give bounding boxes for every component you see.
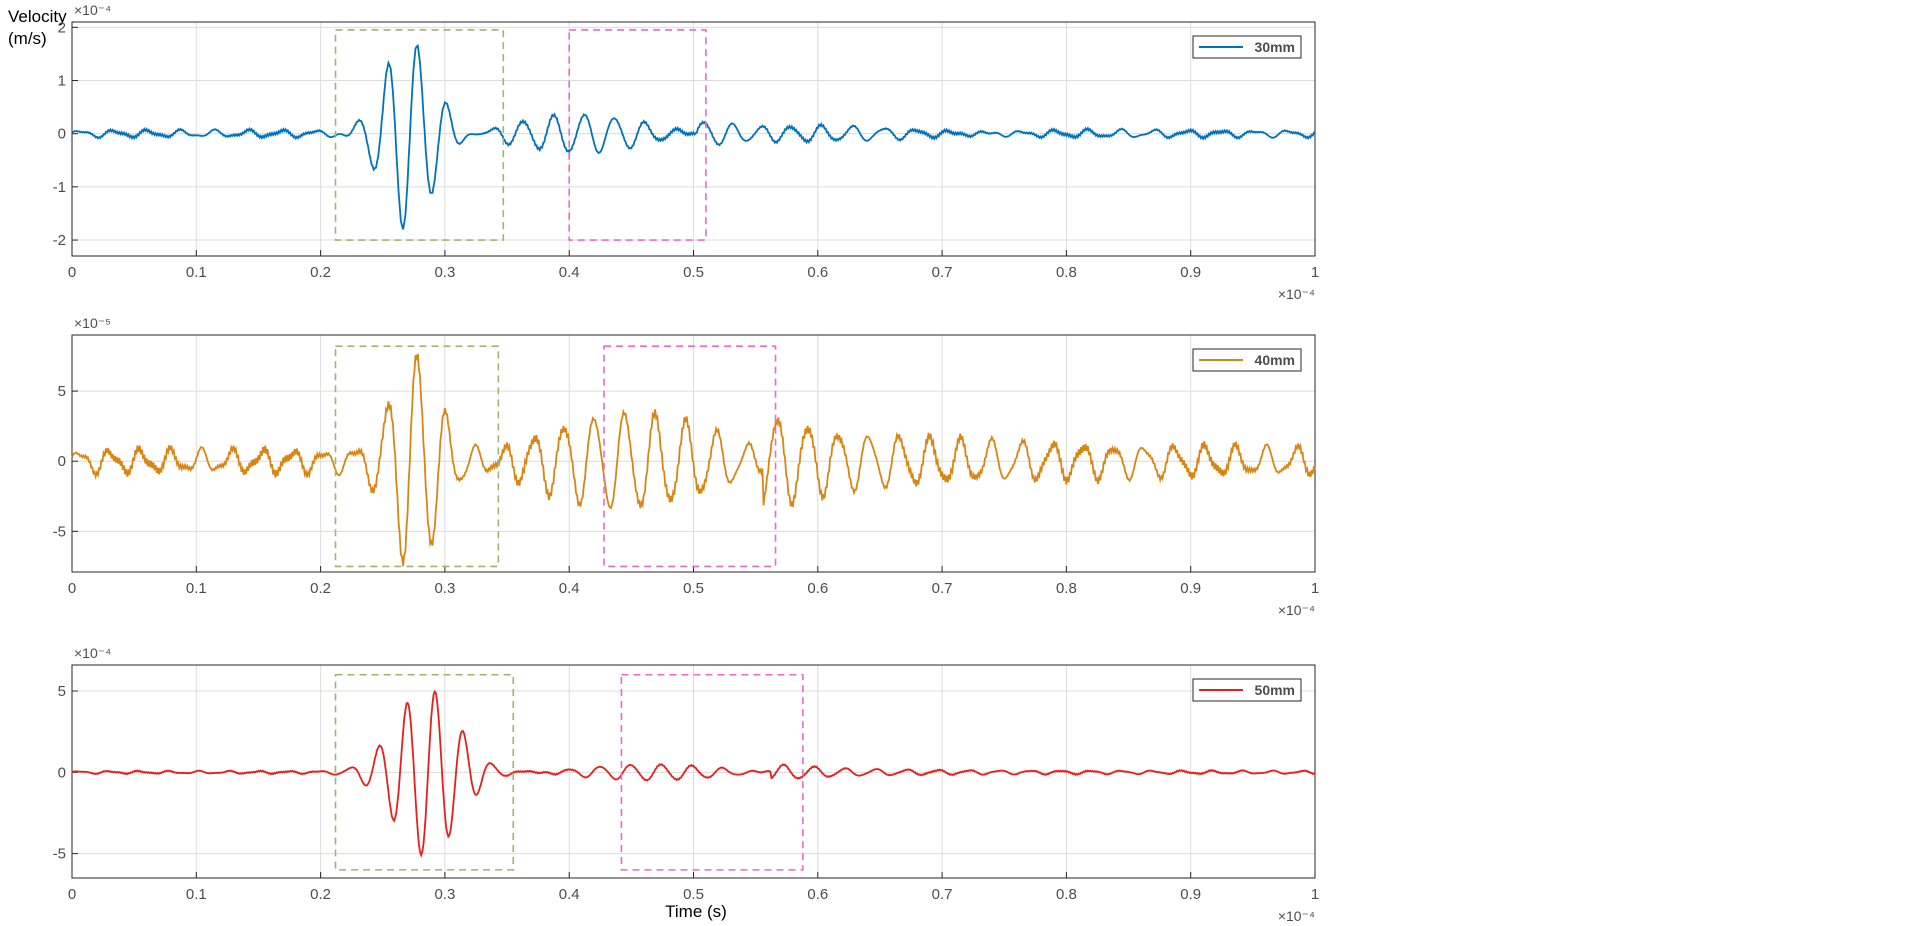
x-tick-label: 1 <box>1311 886 1319 903</box>
x-tick-label: 0.2 <box>310 264 331 281</box>
first-arrival-box <box>334 673 515 871</box>
x-tick-label: 0.1 <box>186 580 207 597</box>
subplot-30mm: 0 0.1 0.2 0.3 0.4 0.5 0.6 0.7 0.8 0.9 1 -2 -1 0 1 2 ×10⁻… <box>53 2 1320 302</box>
y-tick-label: 0 <box>58 453 66 470</box>
x-tick-label: 0.9 <box>1180 886 1201 903</box>
legend-label: 50mm <box>1255 682 1295 698</box>
x-tick-label: 1 <box>1311 580 1319 597</box>
y-exponent-label: ×10⁻⁴ <box>74 2 111 18</box>
legend-box <box>1192 348 1302 372</box>
y-tick-label: 1 <box>58 73 66 90</box>
first-arrival-box <box>334 345 500 568</box>
x-exponent-label: ×10⁻⁴ <box>1278 908 1315 924</box>
y-tick-label: -5 <box>53 523 66 540</box>
y-tick-label: 0 <box>58 764 66 781</box>
y-axis-title-line1: Velocity <box>8 7 67 26</box>
x-tick-label: 0.7 <box>932 580 953 597</box>
legend-label: 30mm <box>1255 39 1295 55</box>
x-tick-label: 0.6 <box>807 886 828 903</box>
x-tick-label: 0.1 <box>186 886 207 903</box>
first-arrival-box <box>334 29 505 241</box>
x-tick-label: 0.8 <box>1056 264 1077 281</box>
subplot-50mm: 0 0.1 0.2 0.3 0.4 0.5 0.6 0.7 0.8 0.9 1 -5 0 5 ×10⁻⁴ ×1… <box>53 645 1320 924</box>
x-tick-label: 0 <box>68 886 76 903</box>
legend: 40mm <box>1192 348 1302 372</box>
y-exponent-label: ×10⁻⁵ <box>74 315 111 331</box>
second-arrival-box <box>603 345 777 568</box>
legend: 30mm <box>1192 35 1302 59</box>
series-line-30mm <box>71 44 1316 230</box>
x-tick-label: 0.3 <box>434 264 455 281</box>
x-tick-label: 1 <box>1311 264 1319 281</box>
x-tick-label: 0.4 <box>559 264 580 281</box>
second-arrival-box <box>620 673 804 871</box>
x-tick-label: 0.3 <box>434 580 455 597</box>
x-tick-label: 0.8 <box>1056 886 1077 903</box>
series-line-50mm <box>71 689 1316 858</box>
x-tick-label: 0.9 <box>1180 580 1201 597</box>
y-tick-label: 2 <box>58 19 66 36</box>
legend-box <box>1192 35 1302 59</box>
x-tick-label: 0.7 <box>932 886 953 903</box>
y-tick-label: 5 <box>58 683 66 700</box>
x-tick-label: 0.8 <box>1056 580 1077 597</box>
x-tick-label: 0.1 <box>186 264 207 281</box>
x-tick-label: 0 <box>68 264 76 281</box>
x-tick-label: 0.4 <box>559 886 580 903</box>
x-tick-label: 0.2 <box>310 886 331 903</box>
y-exponent-label: ×10⁻⁴ <box>74 645 111 661</box>
subplot-40mm: 0 0.1 0.2 0.3 0.4 0.5 0.6 0.7 0.8 0.9 1 -5 0 5 ×10⁻⁵ ×1… <box>53 315 1320 618</box>
y-tick-label: -5 <box>53 846 66 863</box>
x-tick-label: 0.3 <box>434 886 455 903</box>
x-tick-label: 0.5 <box>683 264 704 281</box>
x-tick-label: 0.9 <box>1180 264 1201 281</box>
y-tick-label: -1 <box>53 179 66 196</box>
second-arrival-box <box>568 29 707 241</box>
legend-label: 40mm <box>1255 352 1295 368</box>
y-tick-label: -2 <box>53 232 66 249</box>
x-axis-title: Time (s) <box>665 902 727 921</box>
series-line-40mm <box>71 353 1316 567</box>
x-tick-label: 0.6 <box>807 264 828 281</box>
x-tick-label: 0 <box>68 580 76 597</box>
y-axis-title-line2: (m/s) <box>8 29 47 48</box>
legend: 50mm <box>1192 678 1302 702</box>
x-tick-label: 0.6 <box>807 580 828 597</box>
x-tick-label: 0.5 <box>683 886 704 903</box>
x-tick-label: 0.4 <box>559 580 580 597</box>
y-tick-label: 0 <box>58 126 66 143</box>
legend-box <box>1192 678 1302 702</box>
x-tick-label: 0.2 <box>310 580 331 597</box>
x-exponent-label: ×10⁻⁴ <box>1278 286 1315 302</box>
x-exponent-label: ×10⁻⁴ <box>1278 602 1315 618</box>
y-tick-label: 5 <box>58 383 66 400</box>
x-tick-label: 0.5 <box>683 580 704 597</box>
x-tick-label: 0.7 <box>932 264 953 281</box>
